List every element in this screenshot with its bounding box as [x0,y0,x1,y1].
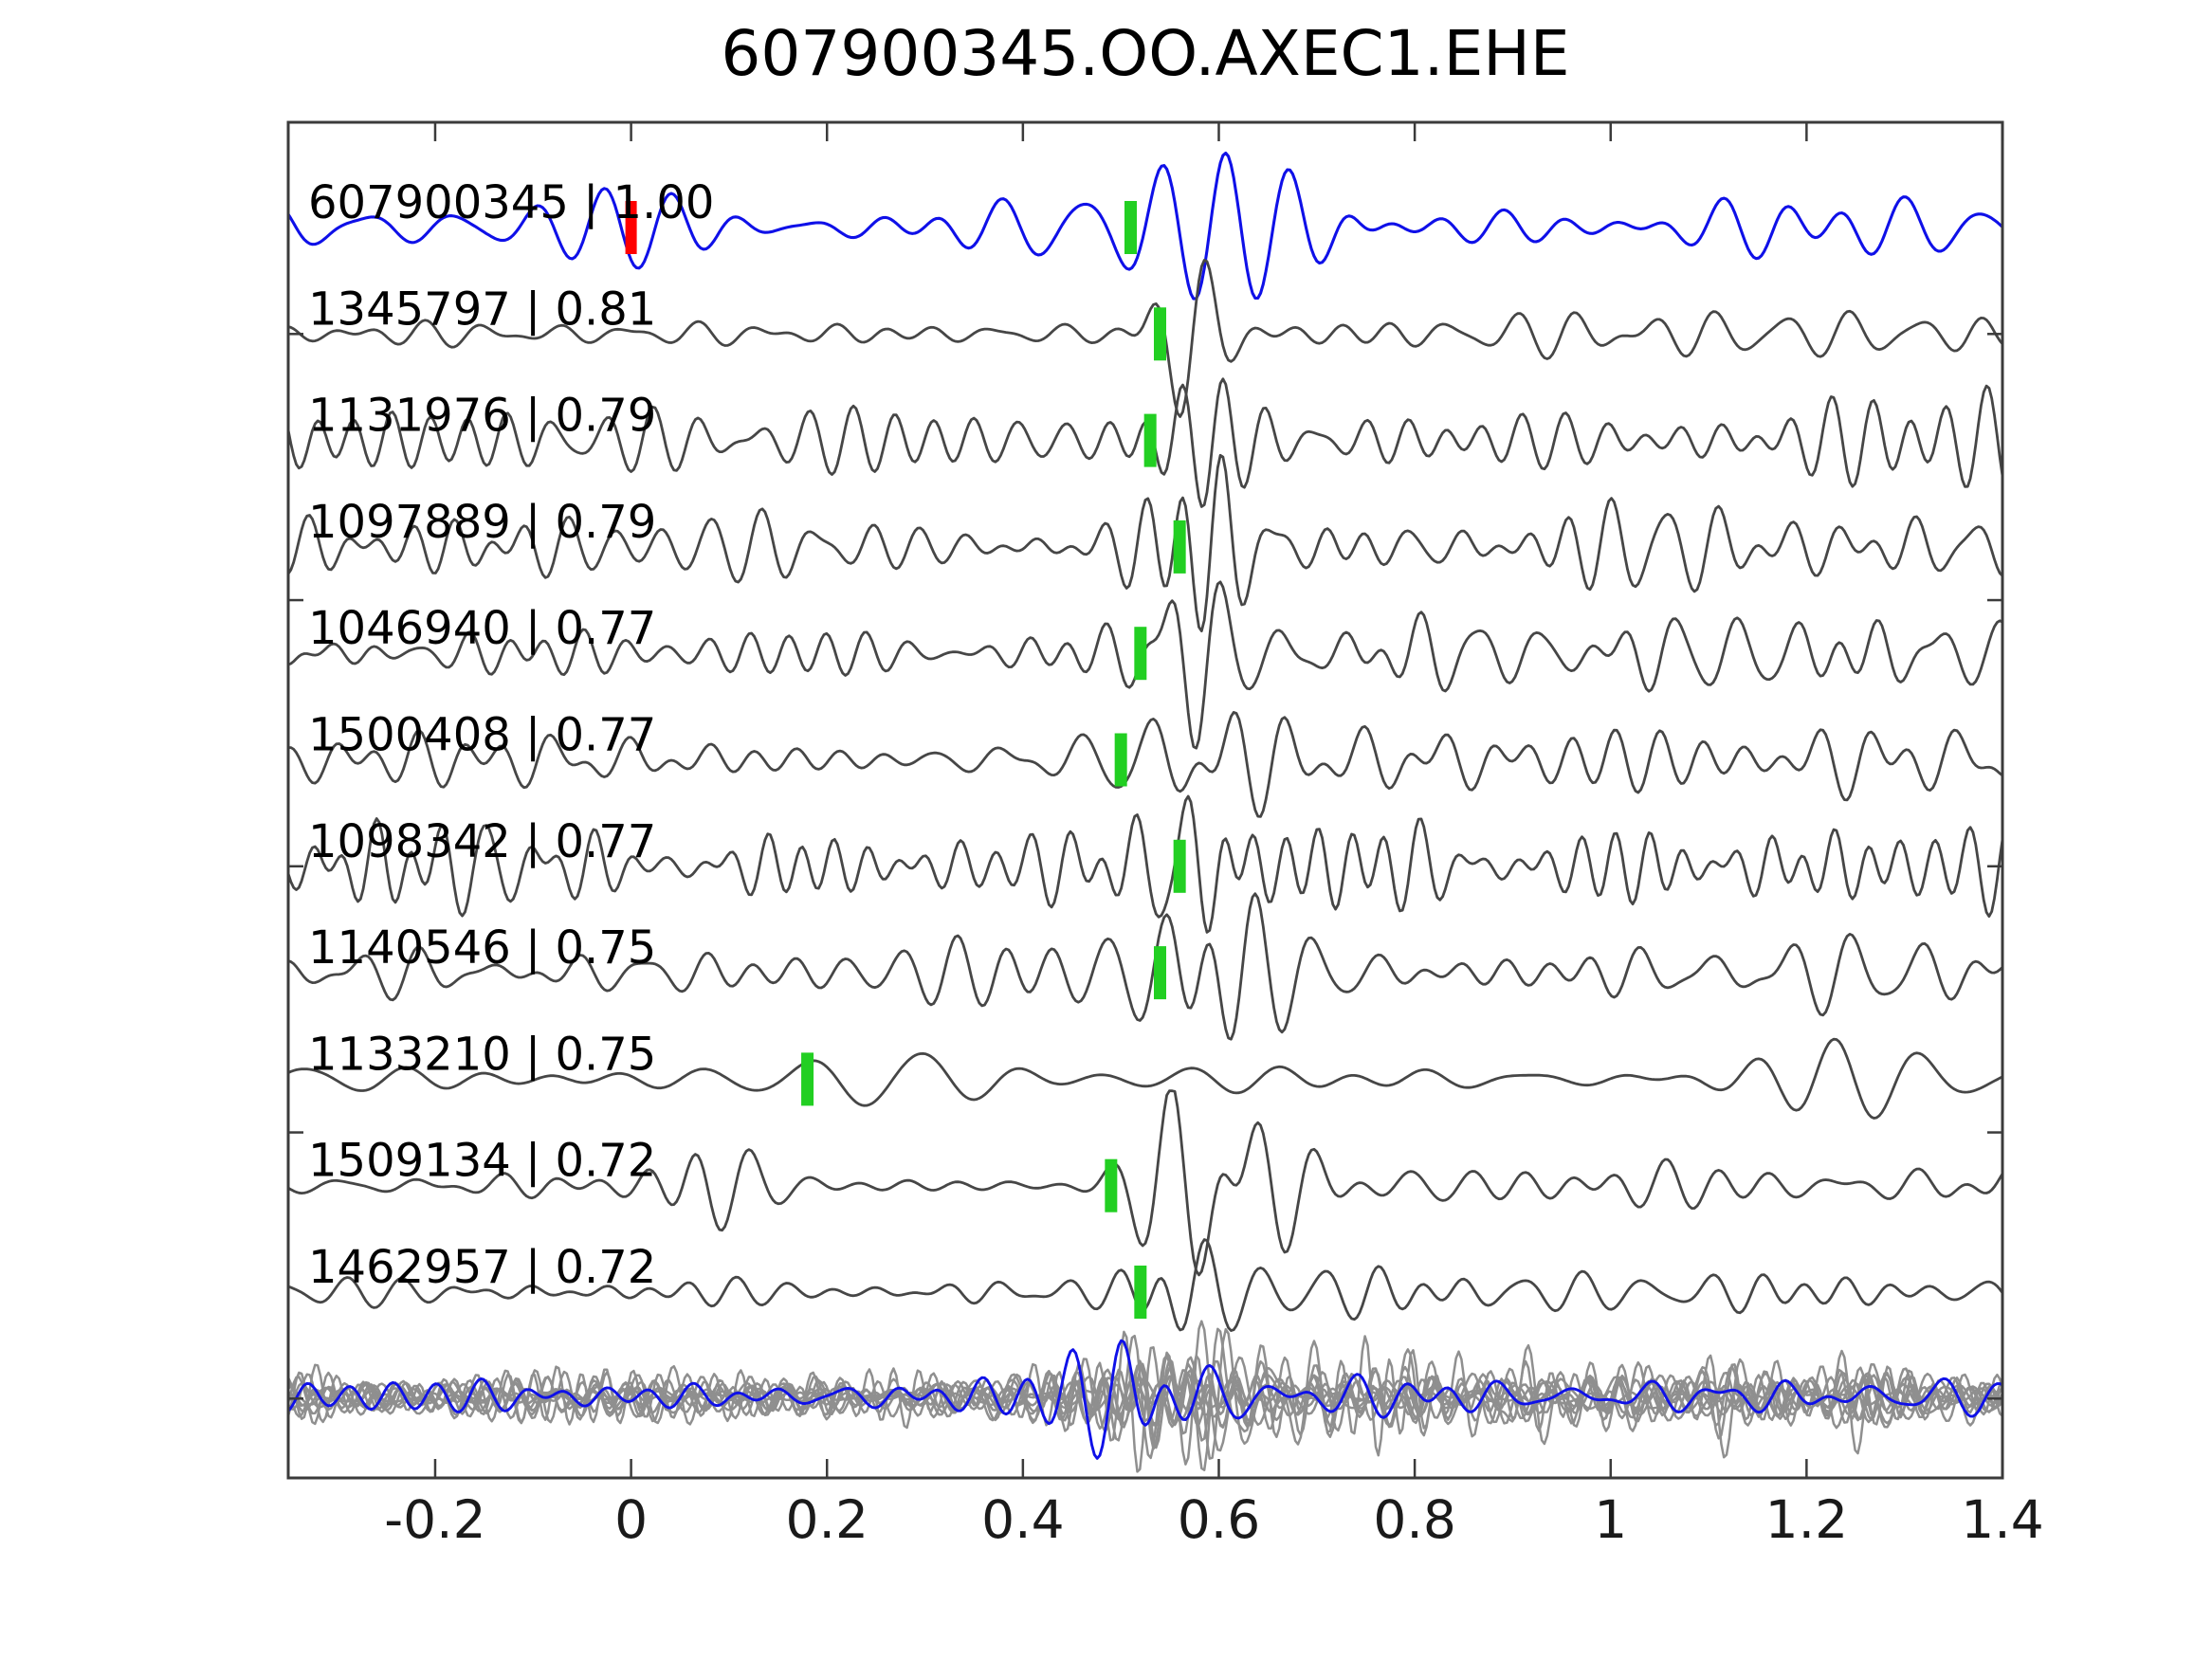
trace-waveform [288,453,2002,632]
x-tick-label: 0.6 [1178,1489,1260,1550]
trace-label: 1097889 | 0.79 [308,496,656,549]
trace-label: 1509134 | 0.72 [308,1135,656,1188]
trace-row-1462957: 1462957 | 0.72 [288,1238,2002,1332]
trace-row-1345797: 1345797 | 0.81 [288,259,2002,418]
plot-frame [286,120,2004,1480]
pick-marker [1134,1266,1147,1319]
x-tick-label: 1.4 [1961,1489,2043,1550]
overlay-waveform [288,1348,2002,1450]
pick-marker [1124,201,1138,254]
pick-marker [1153,946,1166,1000]
trace-waveform [288,892,2002,1041]
template-pick-marker [625,201,637,254]
pick-marker [1143,413,1157,467]
x-tick-label: -0.2 [384,1489,485,1550]
x-tick-label: 0.8 [1373,1489,1455,1550]
trace-label: 607900345 | 1.00 [308,176,714,229]
pick-marker [1173,520,1186,574]
trace-row-1046940: 1046940 | 0.77 [288,580,2002,750]
plot-title: 607900345.OO.AXEC1.EHE [721,17,1570,90]
trace-row-1509134: 1509134 | 0.72 [288,1089,2002,1277]
trace-row-1131976: 1131976 | 0.79 [288,377,2002,508]
x-tick-label: 1 [1594,1489,1627,1550]
trace-row-607900345: 607900345 | 1.00 [288,151,2002,301]
trace-row-1097889: 1097889 | 0.79 [288,453,2002,632]
trace-row-1140546: 1140546 | 0.75 [288,892,2002,1041]
trace-label: 1133210 | 0.75 [308,1028,656,1081]
trace-waveform [288,794,2002,934]
x-tick-label: 0.4 [981,1489,1064,1550]
trace-area: 607900345 | 1.00 1345797 | 0.81 1131976 | … [288,151,2002,1473]
pick-marker [1114,733,1127,787]
x-tick-label: 1.2 [1765,1489,1848,1550]
trace-waveform [288,1089,2002,1277]
trace-label: 1140546 | 0.75 [308,921,656,975]
trace-row-1133210: 1133210 | 0.75 [288,1028,2002,1120]
trace-waveform [288,1037,2002,1120]
trace-label: 1345797 | 0.81 [308,283,656,336]
trace-label: 1046940 | 0.77 [308,602,656,655]
x-tick-label: 0 [614,1489,648,1550]
pick-marker [1105,1158,1118,1212]
trace-waveform [288,259,2002,418]
stacked-overlay [288,1320,2002,1473]
trace-waveform [288,711,2002,818]
trace-label: 1462957 | 0.72 [308,1241,656,1294]
trace-waveform [288,151,2002,301]
trace-row-1098342: 1098342 | 0.77 [288,794,2002,934]
trace-row-1500408: 1500408 | 0.77 [288,709,2002,818]
overlay-waveform [288,1327,2002,1471]
x-tick-label: 0.2 [785,1489,868,1550]
trace-label: 1098342 | 0.77 [308,815,656,868]
pick-marker [801,1052,814,1106]
pick-marker [1153,307,1166,361]
overlay-template-waveform [288,1339,2002,1460]
pick-marker [1173,839,1186,893]
trace-label: 1500408 | 0.77 [308,709,656,762]
pick-marker [1134,627,1147,681]
trace-label: 1131976 | 0.79 [308,390,656,443]
